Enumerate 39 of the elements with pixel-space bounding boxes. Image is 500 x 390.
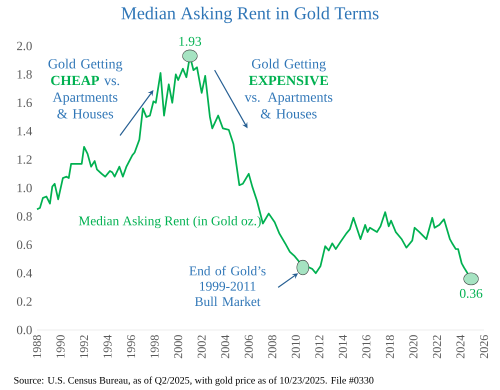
y-tick-label: 1.4 [18, 126, 32, 136]
x-tick-label: 2008 [268, 335, 276, 358]
y-tick-label: 1.6 [18, 98, 32, 108]
data-label: 0.36 [460, 288, 482, 298]
annotation: Gold Getting EXPENSIVE vs. Apartments & Houses [244, 58, 332, 119]
source-note: Source: U.S. Census Bureau, as of Q2/2025, with gold price as of 10/23/2025. File #0330 [14, 376, 374, 386]
x-tick-label: 1998 [150, 335, 159, 358]
x-tick-label: 2022 [432, 335, 442, 358]
x-tick-label: 2002 [198, 335, 206, 358]
x-tick-label: 2018 [386, 335, 394, 358]
series-label: Median Asking Rent (in Gold oz.) [78, 216, 261, 228]
x-tick-label: 1988 [32, 335, 42, 358]
x-tick-label: 1996 [127, 335, 136, 358]
y-tick-label: 0.4 [16, 268, 32, 278]
y-tick-label: 1.2 [18, 155, 32, 164]
x-tick-label: 2012 [315, 335, 324, 358]
chart-title: Median Asking Rent in Gold Terms [121, 6, 378, 24]
x-tick-label: 1992 [80, 335, 88, 358]
x-tick-label: 2010 [292, 335, 300, 358]
y-tick-label: 1.8 [18, 70, 32, 79]
x-tick-label: 2024 [456, 334, 465, 358]
annotation: End of Gold’s 1999-2011 Bull Market [189, 266, 266, 306]
data-label: 1.93 [179, 36, 202, 46]
x-tick-label: 2026 [480, 335, 488, 358]
x-tick-label: 2006 [244, 335, 253, 358]
y-tick-label: 2.0 [17, 42, 32, 50]
x-tick-label: 1990 [56, 335, 65, 358]
annotation: Gold Getting CHEAP vs. Apartments & Houses [48, 58, 122, 119]
y-tick-label: 0.8 [16, 212, 32, 221]
y-tick-label: 0.0 [16, 326, 32, 334]
x-tick-label: 2016 [362, 335, 370, 358]
y-tick-label: 0.2 [16, 297, 32, 306]
x-tick-label: 2020 [409, 335, 418, 358]
x-tick-label: 2000 [174, 335, 182, 358]
x-tick-label: 1994 [104, 334, 112, 358]
y-tick-label: 0.6 [16, 240, 32, 250]
x-tick-label: 2004 [221, 334, 230, 358]
x-tick-label: 2014 [338, 334, 347, 358]
y-tick-label: 1.0 [18, 184, 32, 192]
